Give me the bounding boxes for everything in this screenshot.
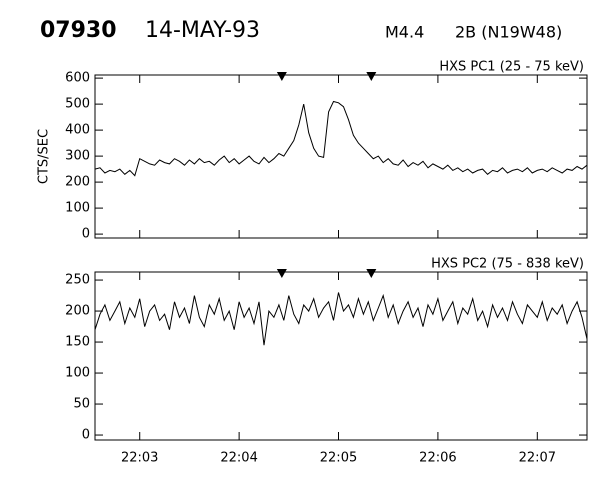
y-tick-label: 0 (82, 227, 90, 242)
plot-frame (94, 271, 588, 441)
y-tick-label: 300 (65, 149, 90, 164)
y-tick-label: 200 (65, 304, 90, 319)
y-tick-label: 100 (65, 201, 90, 216)
x-tick-label: 22:06 (419, 451, 456, 466)
y-tick-label: 100 (65, 366, 90, 381)
x-tick-label: 22:07 (519, 451, 556, 466)
y-tick-label: 150 (65, 335, 90, 350)
y-tick-label: 200 (65, 175, 90, 190)
event-date: 14-MAY-93 (145, 18, 260, 43)
panel-label: HXS PC2 (75 - 838 keV) (431, 257, 584, 272)
y-tick-label: 400 (65, 123, 90, 138)
data-line (94, 100, 588, 177)
x-tick-label: 22:04 (220, 451, 257, 466)
time-marker (276, 72, 287, 81)
x-tick-label: 22:03 (121, 451, 158, 466)
y-axis-label: CTS/SEC (37, 129, 52, 184)
y-tick-label: 50 (73, 397, 90, 412)
data-line (94, 292, 588, 346)
y-tick-label: 500 (65, 97, 90, 112)
x-tick-label: 22:05 (320, 451, 357, 466)
y-tick-label: 0 (82, 428, 90, 443)
flare-location: 2B (N19W48) (455, 23, 562, 42)
time-marker (366, 72, 377, 81)
y-tick-label: 250 (65, 273, 90, 288)
flare-class: M4.4 (385, 23, 424, 42)
time-marker (276, 269, 287, 278)
time-marker (366, 269, 377, 278)
y-tick-label: 600 (65, 71, 90, 86)
event-number: 07930 (40, 18, 117, 43)
panel-label: HXS PC1 (25 - 75 keV) (439, 60, 584, 75)
